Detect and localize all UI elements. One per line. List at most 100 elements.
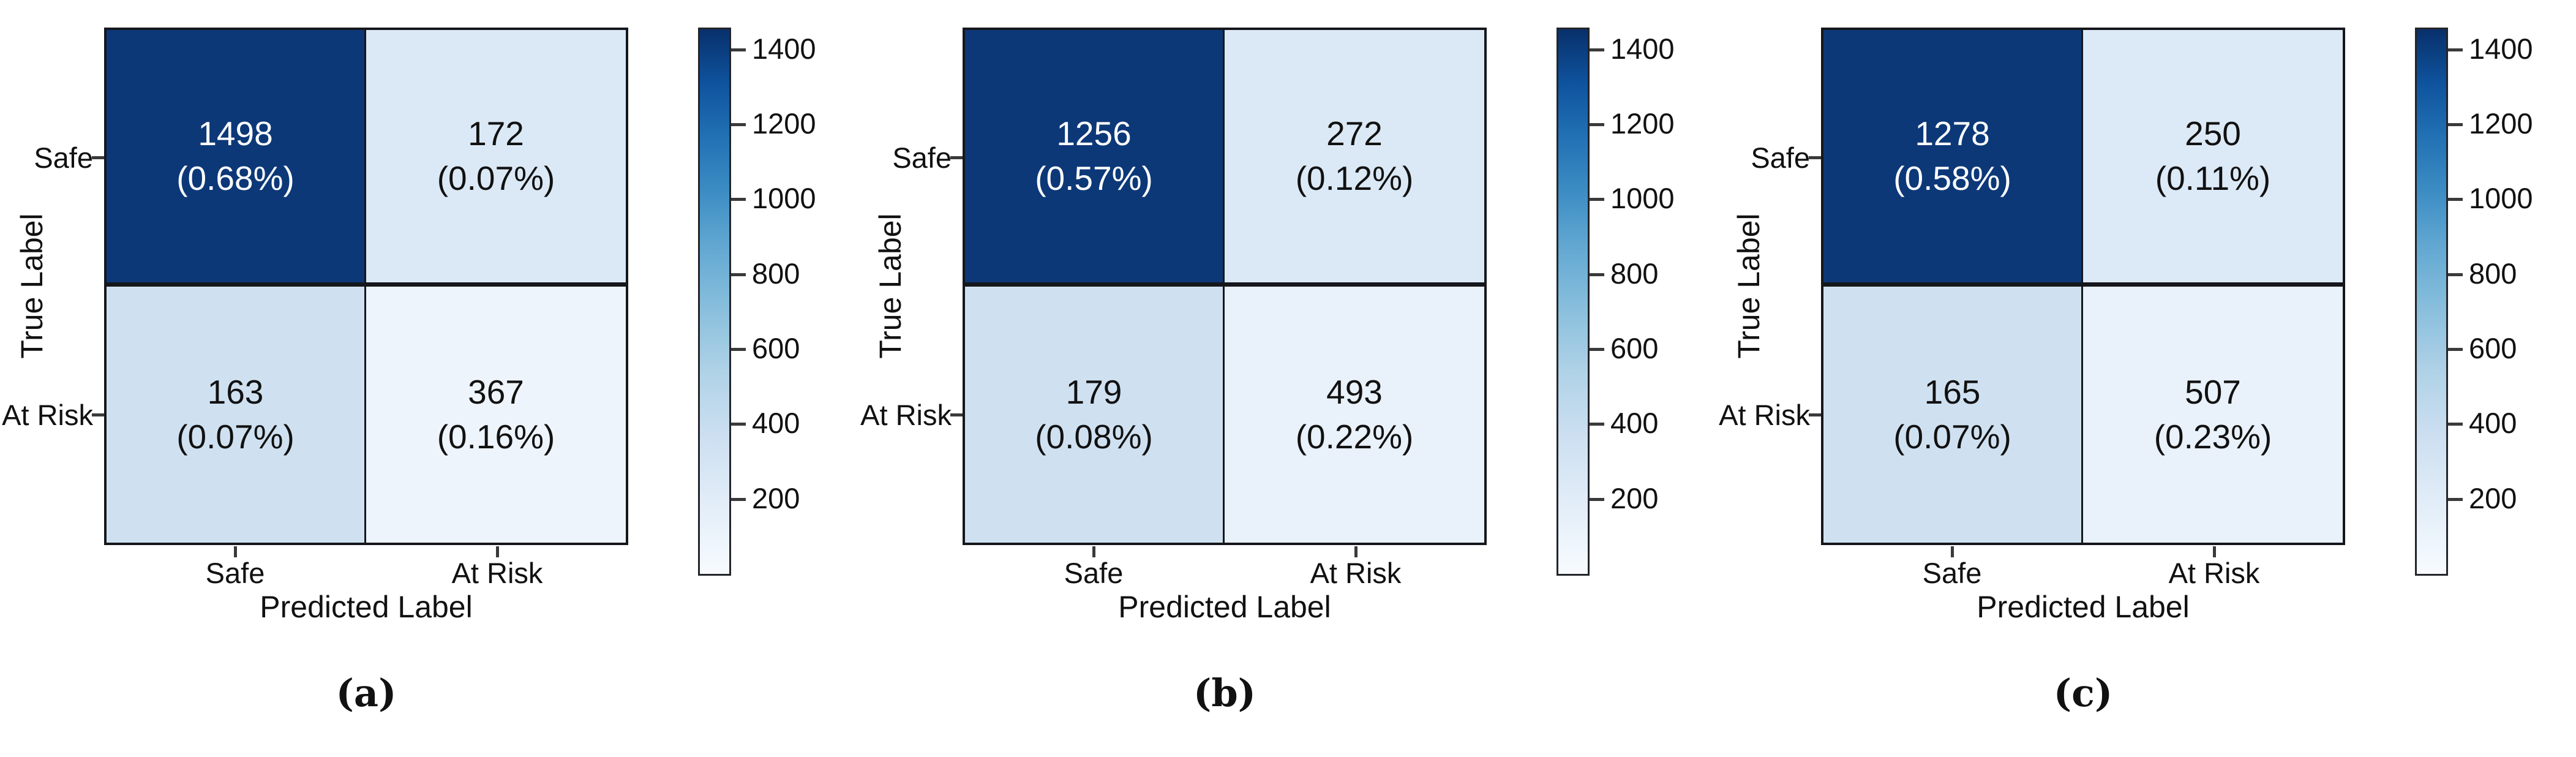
x-tick-mark (1951, 546, 1954, 557)
cell-percent: (0.68%) (176, 159, 295, 197)
colorbar (698, 28, 731, 576)
y-tick-label-at-risk: At Risk (1719, 399, 1810, 431)
colorbar-tick-mark (2448, 48, 2463, 51)
y-axis-title: True Label (15, 213, 49, 359)
y-tick-mark (92, 413, 104, 416)
colorbar-tick-mark (731, 48, 746, 51)
cell-count: 1498 (198, 115, 273, 153)
y-tick-mark (950, 156, 963, 159)
cell-true-safe-pred-at-risk: 172 (0.07%) (366, 30, 626, 287)
subfigure-caption-c: (c) (2053, 671, 2113, 715)
colorbar-tick-mark (2448, 423, 2463, 426)
colorbar-tick-label: 1200 (2469, 107, 2533, 140)
colorbar (1556, 28, 1590, 576)
colorbar-tick-mark (2448, 198, 2463, 201)
cell-count: 272 (1326, 115, 1383, 153)
colorbar-tick-label: 600 (1610, 332, 1659, 364)
confusion-matrix-c: 1278 (0.58%) 250 (0.11%) 165 (0.07%) 507… (1821, 28, 2345, 545)
colorbar-tick-label: 800 (1610, 257, 1659, 290)
cell-percent: (0.12%) (1295, 159, 1414, 197)
colorbar-tick-mark (1590, 423, 1604, 426)
colorbar-tick-label: 200 (752, 482, 800, 514)
y-tick-mark (1809, 413, 1821, 416)
colorbar-tick-mark (731, 273, 746, 276)
cell-count: 250 (2185, 115, 2241, 153)
colorbar-tick-mark (2448, 348, 2463, 351)
x-tick-mark (1354, 546, 1357, 557)
colorbar-tick-label: 800 (752, 257, 800, 290)
panel-b: True Label Safe At Risk 1256 (0.57%) 272… (858, 0, 1717, 757)
cell-percent: (0.08%) (1035, 417, 1153, 456)
subfigure-caption-b: (b) (1193, 671, 1256, 715)
colorbar-tick-label: 800 (2469, 257, 2517, 290)
cell-true-safe-pred-safe: 1498 (0.68%) (107, 30, 366, 287)
x-tick-mark (496, 546, 499, 557)
y-tick-label-at-risk: At Risk (2, 399, 93, 431)
cell-true-safe-pred-at-risk: 272 (0.12%) (1225, 30, 1484, 287)
x-tick-mark (1092, 546, 1095, 557)
y-tick-mark (950, 413, 963, 416)
colorbar-tick-mark (1590, 273, 1604, 276)
x-axis-title: Predicted Label (260, 590, 473, 624)
x-axis-title: Predicted Label (1118, 590, 1331, 624)
colorbar-tick-label: 1200 (1610, 107, 1675, 140)
x-tick-mark (2213, 546, 2216, 557)
subfigure-caption-a: (a) (336, 671, 397, 715)
cell-count: 507 (2185, 373, 2241, 412)
colorbar-tick-mark (1590, 498, 1604, 501)
colorbar-tick-mark (1590, 348, 1604, 351)
colorbar-tick-label: 600 (2469, 332, 2517, 364)
colorbar (2415, 28, 2448, 576)
colorbar-tick-mark (731, 498, 746, 501)
colorbar-tick-mark (1590, 48, 1604, 51)
y-tick-label-safe: Safe (892, 141, 952, 174)
colorbar-tick-mark (2448, 123, 2463, 126)
cell-true-at-risk-pred-at-risk: 507 (0.23%) (2083, 286, 2343, 543)
colorbar-tick-label: 400 (752, 407, 800, 439)
x-axis-title: Predicted Label (1977, 590, 2190, 624)
cell-count: 1278 (1915, 115, 1990, 153)
colorbar-tick-label: 200 (1610, 482, 1659, 514)
cell-percent: (0.11%) (2155, 159, 2271, 197)
colorbar-tick-mark (1590, 198, 1604, 201)
cell-percent: (0.22%) (1295, 417, 1414, 456)
confusion-matrix-a: 1498 (0.68%) 172 (0.07%) 163 (0.07%) 367… (104, 28, 628, 545)
y-axis-title: True Label (873, 213, 907, 359)
cell-true-at-risk-pred-safe: 165 (0.07%) (1823, 286, 2083, 543)
cell-count: 172 (468, 115, 524, 153)
cell-percent: (0.57%) (1035, 159, 1153, 197)
x-tick-label-at-risk: At Risk (451, 557, 543, 589)
cell-true-safe-pred-safe: 1278 (0.58%) (1823, 30, 2083, 287)
colorbar-tick-label: 600 (752, 332, 800, 364)
colorbar-tick-mark (731, 198, 746, 201)
x-tick-label-safe: Safe (1922, 557, 1982, 589)
cell-true-at-risk-pred-safe: 163 (0.07%) (107, 286, 366, 543)
colorbar-tick-label: 400 (1610, 407, 1659, 439)
cell-true-at-risk-pred-at-risk: 367 (0.16%) (366, 286, 626, 543)
confusion-matrix-b: 1256 (0.57%) 272 (0.12%) 179 (0.08%) 493… (963, 28, 1487, 545)
panel-a: True Label Safe At Risk 1498 (0.68%) 172… (0, 0, 858, 757)
colorbar-tick-mark (1590, 123, 1604, 126)
cell-count: 179 (1065, 373, 1122, 412)
y-axis-title: True Label (1732, 213, 1766, 359)
colorbar-tick-label: 1000 (752, 182, 816, 214)
colorbar-tick-label: 1200 (752, 107, 816, 140)
cell-count: 1256 (1056, 115, 1132, 153)
x-tick-label-at-risk: At Risk (2168, 557, 2260, 589)
cell-percent: (0.07%) (176, 417, 295, 456)
x-tick-label-safe: Safe (1064, 557, 1124, 589)
colorbar-tick-label: 1400 (2469, 32, 2533, 65)
colorbar-tick-mark (731, 423, 746, 426)
colorbar-tick-mark (2448, 273, 2463, 276)
cell-true-safe-pred-safe: 1256 (0.57%) (965, 30, 1225, 287)
cell-count: 367 (468, 373, 524, 412)
cell-count: 493 (1326, 373, 1383, 412)
panel-c: True Label Safe At Risk 1278 (0.58%) 250… (1717, 0, 2575, 757)
colorbar-tick-label: 1000 (2469, 182, 2533, 214)
colorbar-tick-mark (2448, 498, 2463, 501)
cell-percent: (0.23%) (2154, 417, 2272, 456)
cell-true-at-risk-pred-at-risk: 493 (0.22%) (1225, 286, 1484, 543)
y-tick-mark (92, 156, 104, 159)
cell-percent: (0.16%) (437, 417, 555, 456)
